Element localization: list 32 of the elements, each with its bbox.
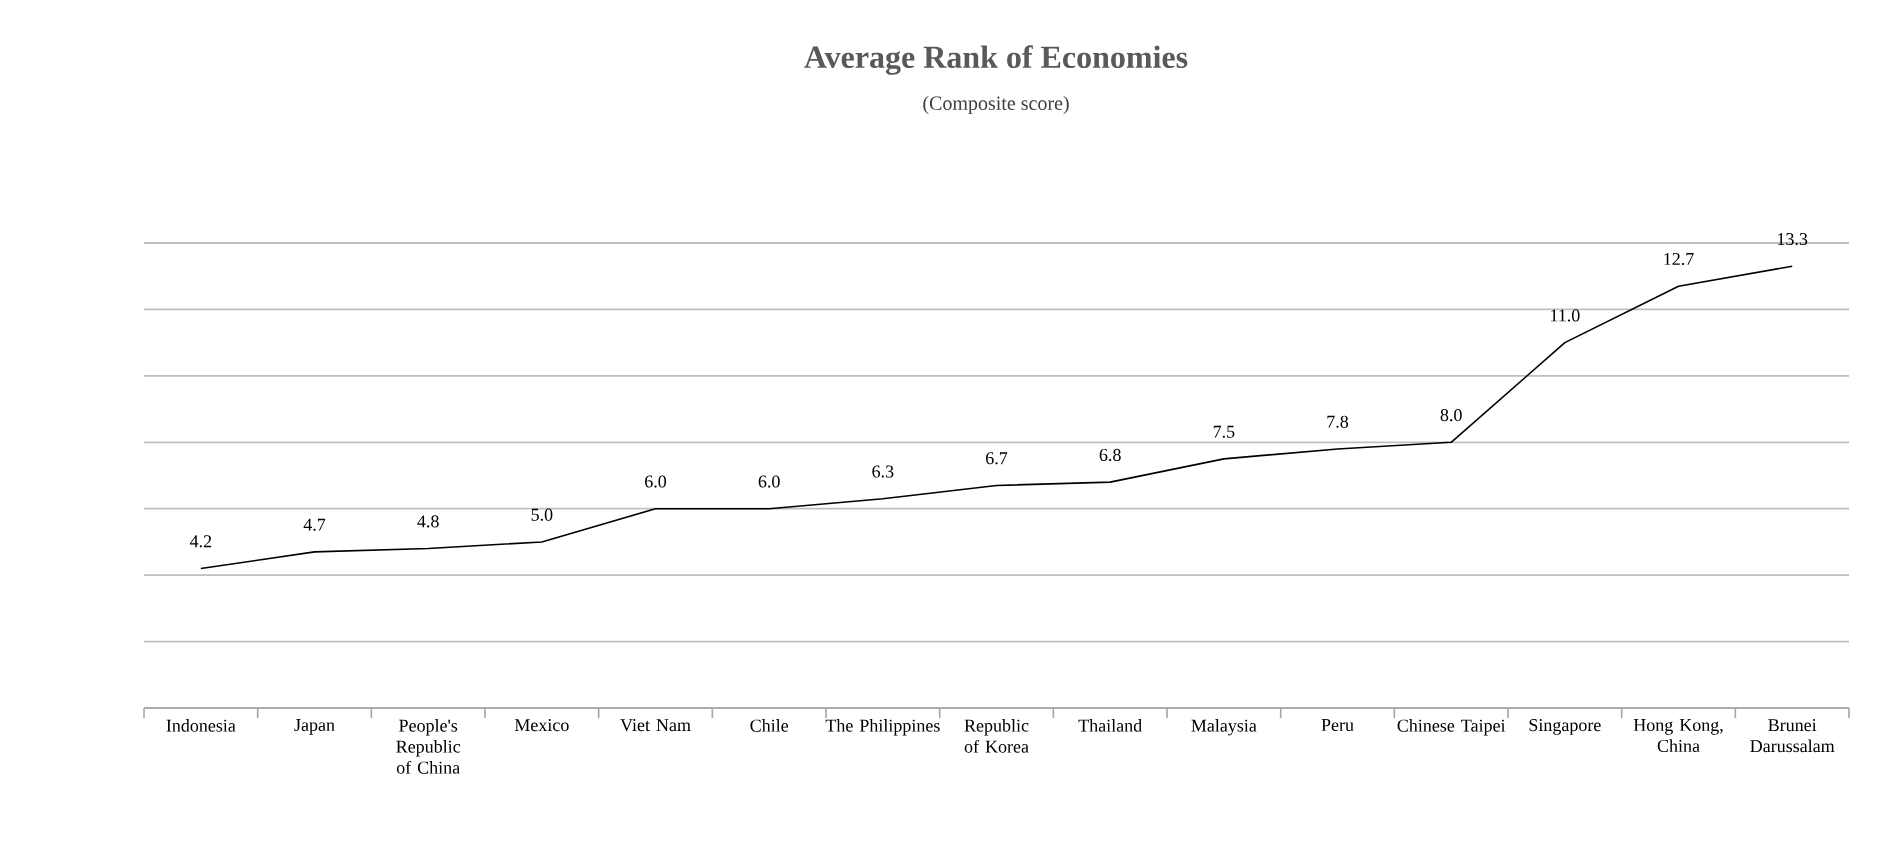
chart-title: Average Rank of Economies	[804, 45, 1188, 75]
data-label: 6.7	[986, 452, 1008, 465]
data-label: 12.7	[1664, 252, 1694, 266]
x-tick-label: Peru	[1321, 719, 1354, 732]
data-label: 5.0	[531, 508, 553, 521]
data-label: 4.2	[189, 535, 212, 548]
x-tick-label: Mexico	[514, 719, 569, 732]
x-tick-label: Viet Nam	[620, 719, 691, 732]
x-tick-label: Hong Kong, China	[1633, 719, 1723, 753]
data-label: 6.0	[758, 475, 780, 488]
data-label: 4.8	[417, 515, 439, 528]
x-tick-label: People's Republic of China	[396, 719, 461, 774]
data-label: 8.0	[1440, 408, 1462, 422]
data-label: 6.3	[872, 465, 894, 478]
data-label: 7.8	[1327, 415, 1349, 428]
data-label: 6.0	[645, 475, 667, 488]
data-label: 13.3	[1778, 233, 1808, 246]
data-label: 6.8	[1099, 448, 1121, 462]
data-label: 11.0	[1551, 309, 1580, 322]
data-label: 4.7	[303, 518, 326, 531]
x-tick-label: Singapore	[1529, 719, 1601, 735]
x-tick-label: Malaysia	[1191, 719, 1257, 736]
x-tick-label: Chile	[750, 719, 789, 732]
x-tick-label: Indonesia	[166, 719, 236, 732]
x-tick-label: Japan	[294, 719, 335, 735]
x-tick-label: Brunei Darussalam	[1750, 719, 1835, 753]
data-label: 7.5	[1213, 425, 1235, 438]
x-tick-label: Chinese Taipei	[1397, 719, 1506, 736]
chart-subtitle: (Composite score)	[923, 95, 1069, 115]
x-tick-label: Republic of Korea	[964, 719, 1029, 753]
x-tick-label: The Philippines	[825, 719, 940, 736]
x-tick-label: Thailand	[1078, 719, 1142, 732]
